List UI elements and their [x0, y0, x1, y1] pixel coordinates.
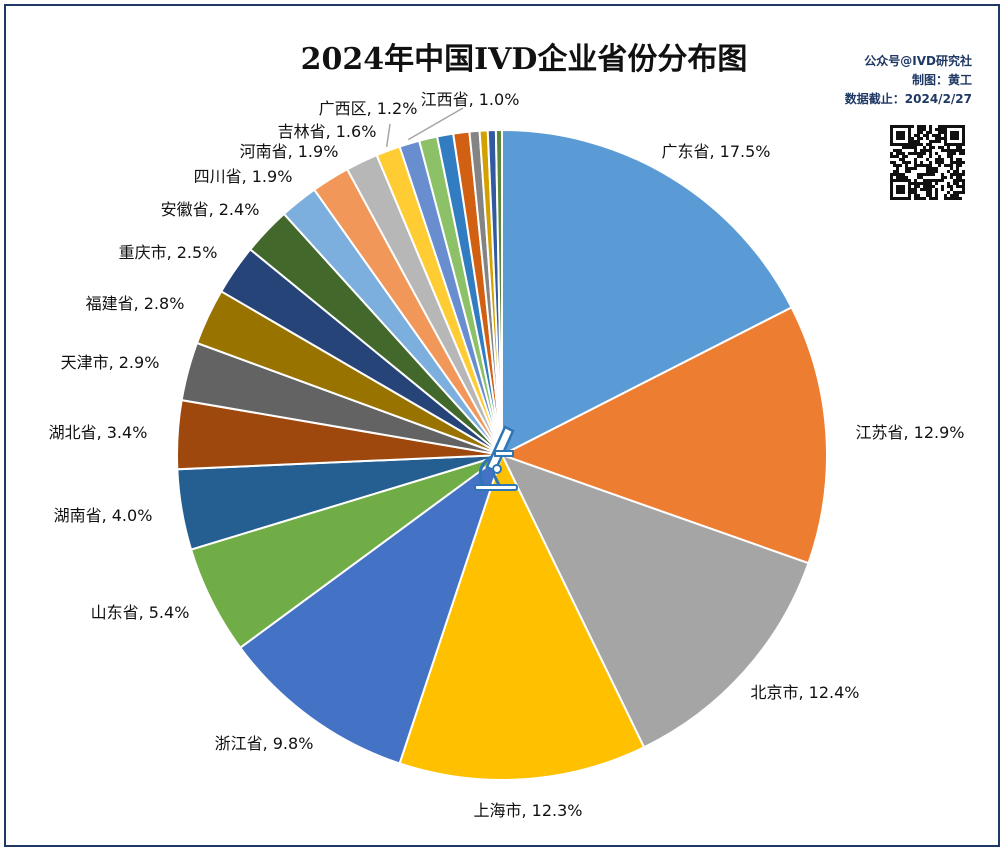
slice-label: 浙江省, 9.8%: [215, 734, 314, 753]
microscope-icon: [474, 425, 518, 491]
slice-label: 上海市, 12.3%: [473, 801, 582, 820]
leader-line: [385, 123, 391, 147]
slice-label: 重庆市, 2.5%: [119, 243, 218, 262]
pie-slice: [398, 452, 646, 781]
pie-slice: [499, 306, 828, 565]
credit-author: 制图：黄工: [911, 73, 972, 87]
chart-frame: [4, 4, 1000, 847]
slice-label: 安徽省, 2.4%: [161, 200, 260, 219]
slice-label: 江西省, 1.0%: [421, 90, 520, 109]
slice-label: 吉林省, 1.6%: [278, 122, 377, 141]
slice-label: 湖南省, 4.0%: [54, 506, 153, 525]
slice-label: 四川省, 1.9%: [194, 167, 293, 186]
slice-label: 山东省, 5.4%: [91, 603, 190, 622]
slice-label: 福建省, 2.8%: [86, 294, 185, 313]
chart-title: 2024年中国IVD企业省份分布图: [300, 42, 748, 77]
slice-label: 河南省, 1.9%: [240, 142, 339, 161]
credit-date: 数据截止：2024/2/27: [844, 92, 972, 106]
slice-label: 北京市, 12.4%: [750, 683, 859, 702]
slice-label: 广东省, 17.5%: [661, 142, 770, 161]
pie-slice: [501, 128, 793, 457]
slice-label: 湖北省, 3.4%: [49, 423, 148, 442]
pie-slice: [500, 453, 810, 749]
slice-label: 江苏省, 12.9%: [855, 423, 964, 442]
pie-slice: [238, 452, 504, 765]
leader-line: [407, 107, 464, 141]
qr-code: [890, 125, 965, 200]
slice-label: 天津市, 2.9%: [61, 353, 160, 372]
pie-slice: [494, 128, 503, 456]
credit-account: 公众号@IVD研究社: [864, 54, 972, 68]
slice-label: 广西区, 1.2%: [319, 99, 418, 118]
